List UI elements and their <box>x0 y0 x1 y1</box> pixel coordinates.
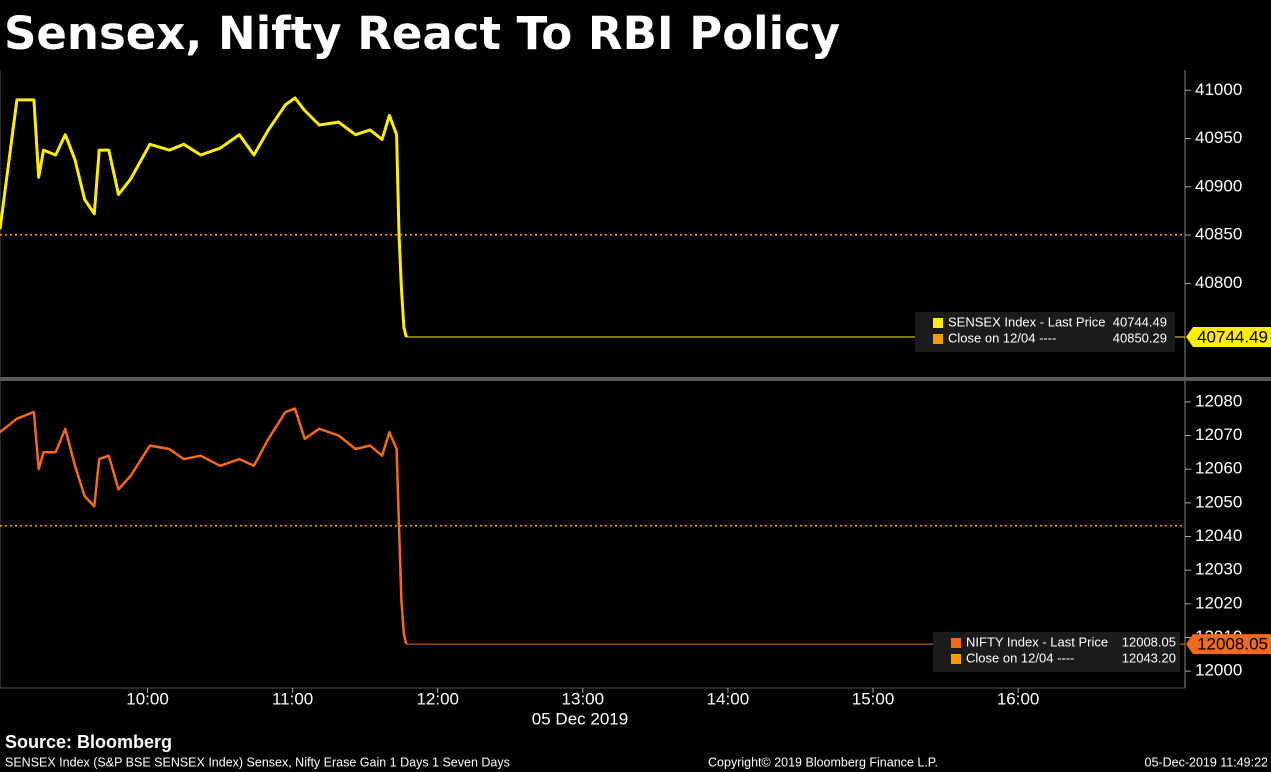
y-tick-label: 41000 <box>1195 80 1242 99</box>
x-tick-label: 13:00 <box>562 689 605 708</box>
legend-swatch <box>951 654 961 664</box>
legend-value: 40744.49 <box>1113 314 1167 329</box>
y-tick-label: 12040 <box>1195 526 1242 545</box>
y-tick-label: 12050 <box>1195 492 1242 511</box>
x-tick-label: 10:00 <box>126 689 169 708</box>
legend-label: Close on 12/04 ---- <box>966 650 1074 665</box>
footer-center: Copyright© 2019 Bloomberg Finance L.P. <box>708 755 938 769</box>
y-tick-label: 12070 <box>1195 425 1242 444</box>
y-tick-label: 12080 <box>1195 391 1242 410</box>
x-tick-label: 15:00 <box>852 689 895 708</box>
x-tick-label: 12:00 <box>416 689 459 708</box>
legend-box <box>933 632 1180 672</box>
legend-label: Close on 12/04 ---- <box>948 330 1056 345</box>
y-tick-label: 40850 <box>1195 225 1242 244</box>
legend-swatch <box>951 638 961 648</box>
legend-label: NIFTY Index - Last Price <box>966 634 1108 649</box>
legend-value: 12008.05 <box>1122 634 1176 649</box>
legend-swatch <box>933 334 943 344</box>
legend-value: 40850.29 <box>1113 330 1167 345</box>
last-price-tag <box>1186 326 1271 347</box>
chart-title: Sensex, Nifty React To RBI Policy <box>4 7 840 60</box>
x-tick-label: 11:00 <box>272 689 313 708</box>
last-price-tag <box>1186 634 1271 655</box>
y-tick-label: 40800 <box>1195 273 1242 292</box>
y-tick-label: 12060 <box>1195 459 1242 478</box>
legend-box <box>915 312 1175 352</box>
y-tick-label: 12000 <box>1195 661 1242 680</box>
y-tick-label: 12030 <box>1195 560 1242 579</box>
y-tick-label: 12020 <box>1195 593 1242 612</box>
last-price-label: 40744.49 <box>1197 327 1268 346</box>
footer-right: 05-Dec-2019 11:49:22 <box>1145 755 1269 769</box>
y-tick-label: 40950 <box>1195 128 1242 147</box>
x-tick-label: 16:00 <box>997 689 1040 708</box>
x-tick-label: 14:00 <box>707 689 750 708</box>
panel-separator <box>0 377 1271 381</box>
legend-label: SENSEX Index - Last Price <box>948 314 1106 329</box>
last-price-label: 12008.05 <box>1197 635 1268 654</box>
y-tick-label: 40900 <box>1195 176 1242 195</box>
source: Source: Bloomberg <box>5 732 172 752</box>
legend-swatch <box>933 318 943 328</box>
footer-left: SENSEX Index (S&P BSE SENSEX Index) Sens… <box>5 755 510 769</box>
series-line <box>0 96 408 338</box>
series-line <box>0 407 408 645</box>
x-axis-label: 05 Dec 2019 <box>532 709 628 728</box>
legend-value: 12043.20 <box>1122 650 1176 665</box>
